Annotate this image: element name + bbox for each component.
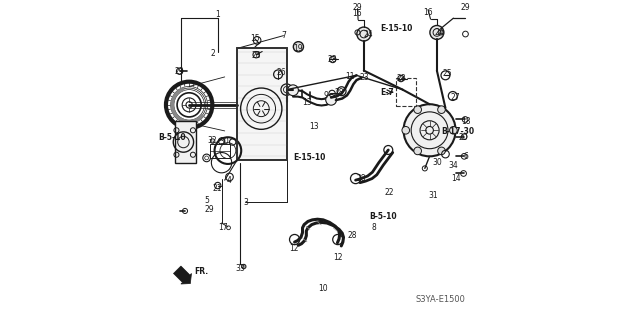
Text: 16: 16 [423, 8, 433, 17]
Text: 28: 28 [357, 174, 366, 183]
Circle shape [414, 106, 422, 114]
Polygon shape [171, 87, 204, 123]
Circle shape [326, 94, 337, 105]
Circle shape [404, 104, 456, 156]
Text: 2: 2 [211, 48, 215, 58]
Text: 29: 29 [353, 4, 362, 12]
Text: 28: 28 [328, 55, 337, 64]
Text: B-5-10: B-5-10 [370, 212, 397, 221]
Text: 29: 29 [461, 4, 470, 12]
Text: 13: 13 [303, 98, 312, 107]
Text: FR.: FR. [195, 267, 209, 276]
Text: 15: 15 [250, 34, 260, 43]
Text: 26: 26 [276, 68, 286, 77]
Text: E-15-10: E-15-10 [381, 24, 413, 33]
Text: 17: 17 [218, 223, 228, 232]
Text: 29: 29 [204, 205, 214, 214]
Text: 31: 31 [429, 190, 438, 200]
Text: 22: 22 [385, 188, 394, 197]
Text: 5: 5 [205, 196, 210, 205]
Text: 32: 32 [208, 136, 218, 145]
Text: B-5-10: B-5-10 [159, 133, 186, 142]
Text: 10: 10 [318, 284, 328, 293]
Text: 21: 21 [212, 184, 221, 193]
Text: 23: 23 [359, 73, 369, 82]
Circle shape [402, 126, 410, 134]
Text: 24: 24 [435, 28, 444, 37]
Text: 28: 28 [396, 74, 406, 83]
Text: 18: 18 [461, 117, 471, 126]
Circle shape [414, 147, 422, 155]
Text: 27: 27 [451, 93, 460, 102]
Text: 20: 20 [459, 133, 468, 142]
Text: 24: 24 [364, 30, 373, 39]
Circle shape [438, 147, 445, 155]
Text: 25: 25 [442, 69, 452, 78]
Circle shape [241, 264, 246, 269]
Circle shape [357, 27, 371, 41]
Text: 34: 34 [449, 161, 458, 170]
Bar [396, 78, 416, 106]
Bar [237, 48, 287, 160]
Circle shape [438, 106, 445, 114]
Text: 29: 29 [175, 67, 184, 76]
Text: 11: 11 [346, 72, 355, 81]
Polygon shape [175, 122, 196, 163]
Text: 30: 30 [220, 137, 229, 145]
Bar [210, 144, 230, 158]
Circle shape [430, 26, 444, 40]
Text: 28: 28 [334, 88, 344, 97]
Polygon shape [173, 266, 191, 284]
Text: 28: 28 [251, 51, 260, 60]
Text: 33: 33 [235, 263, 245, 273]
Circle shape [287, 85, 298, 96]
Text: E-7: E-7 [380, 88, 394, 97]
Text: 7: 7 [281, 31, 286, 40]
Circle shape [449, 126, 457, 134]
Text: 1: 1 [215, 11, 220, 19]
Text: 12: 12 [333, 254, 343, 263]
Text: 4: 4 [227, 176, 232, 185]
Text: 28: 28 [347, 231, 356, 240]
Text: 6: 6 [463, 152, 468, 161]
Bar [237, 48, 287, 160]
Text: 13: 13 [309, 122, 319, 131]
Text: 19: 19 [293, 44, 303, 54]
Text: S3YA-E1500: S3YA-E1500 [416, 295, 466, 304]
Text: 30: 30 [432, 158, 442, 167]
Text: 9: 9 [324, 92, 329, 100]
Text: 14: 14 [451, 174, 460, 183]
Text: 12: 12 [289, 244, 299, 253]
Text: 16: 16 [352, 9, 362, 18]
Text: E-15-10: E-15-10 [294, 153, 326, 162]
Text: 8: 8 [372, 223, 376, 232]
Text: B-17-30: B-17-30 [442, 127, 475, 136]
Text: 3: 3 [244, 198, 249, 207]
Circle shape [293, 42, 303, 52]
